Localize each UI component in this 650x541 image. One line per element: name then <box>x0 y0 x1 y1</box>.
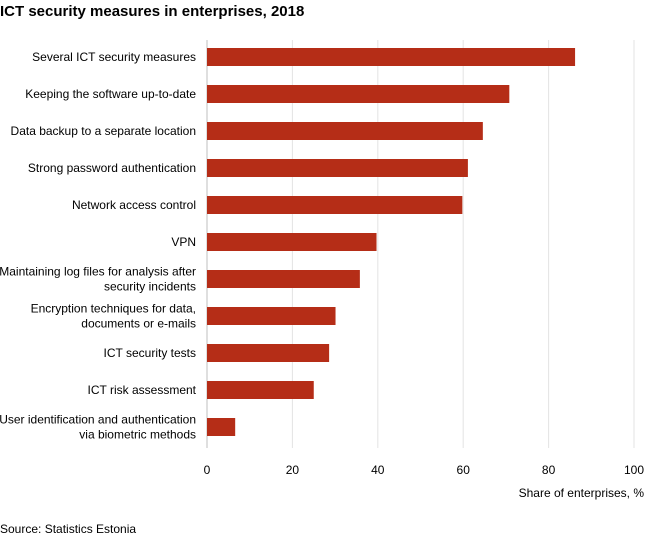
category-label: ICT security tests <box>104 346 196 360</box>
x-tick-label: 100 <box>624 463 644 477</box>
x-tick-label: 60 <box>457 463 471 477</box>
x-tick-labels: 0 20 40 60 80 100 <box>204 463 645 477</box>
bars <box>207 48 576 436</box>
bar <box>207 196 463 214</box>
x-axis-label: Share of enterprises, % <box>519 486 645 500</box>
bar <box>207 381 314 399</box>
category-label: ICT risk assessment <box>88 383 197 397</box>
x-tick-label: 20 <box>286 463 300 477</box>
category-label: Several ICT security measures <box>32 50 196 64</box>
category-label: Maintaining log files for analysis after… <box>0 265 196 294</box>
category-label: Strong password authentication <box>28 161 196 175</box>
bar <box>207 85 510 103</box>
bar <box>207 307 336 325</box>
category-label: VPN <box>171 235 196 249</box>
bar <box>207 233 377 251</box>
category-label: User identification and authentication vi… <box>0 413 196 442</box>
chart-title: ICT security measures in enterprises, 20… <box>0 3 305 20</box>
category-label: Data backup to a separate location <box>11 124 196 138</box>
category-label: Encryption techniques for data, documents… <box>31 302 196 331</box>
bar <box>207 48 576 66</box>
category-labels: Several ICT security measures Keeping the… <box>0 50 197 442</box>
category-label: Keeping the software up-to-date <box>25 87 196 101</box>
source-note: Source: Statistics Estonia <box>0 522 137 536</box>
x-tick-label: 0 <box>204 463 211 477</box>
bar <box>207 122 483 140</box>
bar <box>207 418 236 436</box>
bar <box>207 344 330 362</box>
bar <box>207 159 468 177</box>
bar <box>207 270 360 288</box>
x-tick-label: 80 <box>542 463 556 477</box>
x-tick-label: 40 <box>371 463 385 477</box>
category-label: Network access control <box>72 198 196 212</box>
